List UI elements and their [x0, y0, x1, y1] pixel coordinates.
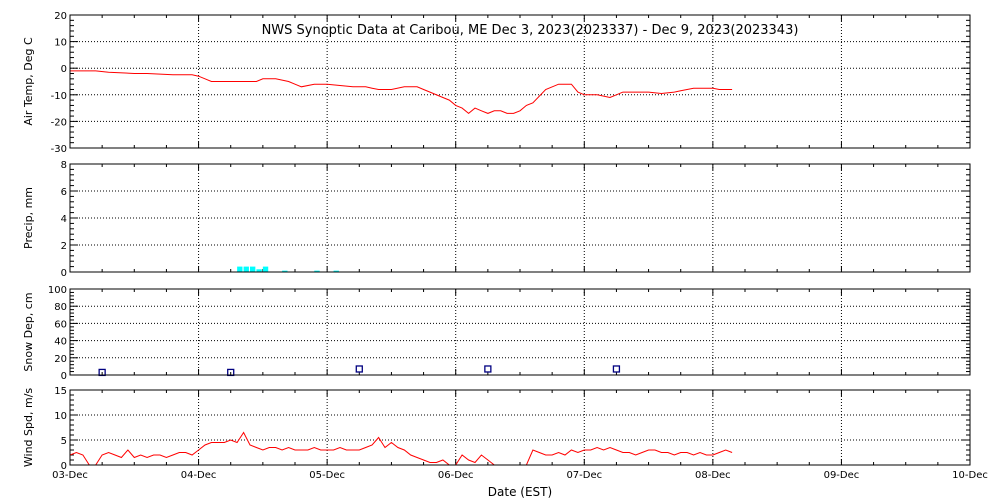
y-tick-label: 8 — [61, 160, 67, 171]
y-tick-label: 10 — [54, 38, 67, 49]
y-tick-label: 20 — [54, 11, 67, 22]
panel-1: 0 2 4 6 8 Precip, mm — [22, 160, 971, 279]
wind-line — [69, 431, 733, 466]
precip-bar — [314, 270, 320, 272]
x-tick-label: 05-Dec — [309, 470, 345, 481]
y-tick-label: 0 — [61, 371, 67, 382]
y-tick-label: 0 — [61, 461, 67, 472]
y-tick-label: 15 — [54, 386, 67, 397]
panels: -30 -20 -10 0 10 20 Air Temp, Deg C 0 2 4 6 8 Precip… — [22, 11, 988, 481]
y-tick-label: -30 — [51, 144, 67, 155]
y-tick-label: 60 — [54, 319, 67, 330]
y-tick-label: 0 — [61, 268, 67, 279]
precip-bar — [262, 266, 269, 272]
y-tick-label: -20 — [51, 117, 67, 128]
y-tick-label: 40 — [54, 337, 67, 348]
precip-bar — [256, 269, 262, 272]
y-axis-label: Wind Spd, m/s — [22, 388, 35, 468]
chart-title: NWS Synoptic Data at Caribou, ME Dec 3, … — [262, 23, 799, 38]
panel-3: 0 5 10 15 Wind Spd, m/s 03-Dec 04-Dec 05-Dec 06-… — [22, 386, 988, 481]
y-tick-label: 2 — [61, 241, 67, 252]
y-tick-label: 4 — [61, 214, 67, 225]
y-tick-label: 5 — [61, 436, 67, 447]
x-tick-label: 07-Dec — [566, 470, 602, 481]
x-tick-label: 10-Dec — [952, 470, 988, 481]
snow-point — [612, 365, 621, 373]
x-axis-label: Date (EST) — [488, 485, 552, 499]
y-tick-label: 10 — [54, 411, 67, 422]
plot-frame — [69, 163, 971, 273]
precip-bar — [282, 270, 288, 272]
y-tick-label: 6 — [61, 187, 67, 198]
x-tick-label: 09-Dec — [824, 470, 860, 481]
precip-bar — [250, 266, 256, 272]
y-tick-label: 20 — [54, 354, 67, 365]
panel-0: -30 -20 -10 0 10 20 Air Temp, Deg C — [22, 11, 971, 155]
temp-line — [70, 70, 733, 115]
y-axis-label: Snow Dep, cm — [22, 292, 35, 371]
y-tick-label: -10 — [51, 91, 67, 102]
plot-frame — [69, 389, 971, 466]
panel-2: 0 20 40 60 80 100 Snow Dep, cm — [22, 285, 971, 382]
snow-point — [355, 365, 363, 373]
y-axis-label: Precip, mm — [22, 187, 35, 249]
y-tick-label: 100 — [48, 285, 67, 296]
y-axis-label: Air Temp, Deg C — [22, 37, 35, 126]
snow-point — [484, 365, 492, 373]
plot-frame — [69, 14, 971, 149]
x-tick-label: 04-Dec — [181, 470, 217, 481]
y-tick-label: 0 — [61, 64, 67, 75]
x-tick-label: 06-Dec — [438, 470, 474, 481]
precip-bar — [237, 266, 243, 272]
x-tick-label: 08-Dec — [695, 470, 731, 481]
precip-bar — [243, 266, 249, 272]
x-tick-label: 03-Dec — [52, 470, 88, 481]
plot-frame — [69, 288, 971, 376]
y-tick-label: 80 — [54, 302, 67, 313]
precip-bar — [333, 270, 339, 272]
